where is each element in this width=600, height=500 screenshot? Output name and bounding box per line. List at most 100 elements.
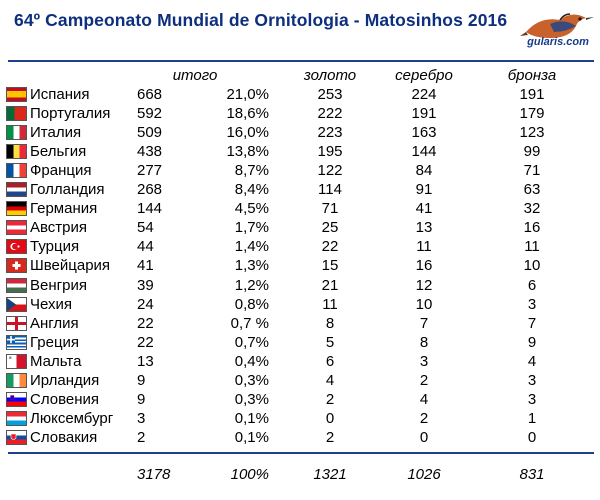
- bronze-value: 123: [519, 124, 545, 142]
- gold-value: 223: [317, 124, 343, 142]
- silver-value: 4: [419, 390, 429, 408]
- bronze-value: 9: [527, 333, 537, 351]
- country-name: Турция: [30, 238, 80, 256]
- header-silver: серебро: [395, 67, 453, 84]
- country-name: Словения: [30, 390, 100, 408]
- total-value: 9: [137, 371, 146, 389]
- total-value: 277: [137, 162, 163, 180]
- country-name: Англия: [30, 314, 79, 332]
- percent-value: 13,8%: [226, 143, 269, 161]
- gold-value: 25: [321, 219, 339, 237]
- silver-value: 10: [415, 295, 433, 313]
- bronze-value: 11: [524, 238, 540, 256]
- total-value: 13: [137, 352, 154, 370]
- total-value: 438: [137, 143, 163, 161]
- country-name: Португалия: [30, 105, 111, 123]
- belgium-flag-icon: [6, 144, 27, 160]
- bronze-value: 63: [523, 181, 541, 199]
- table-row: Словения 9 0,3% 2 4 3: [0, 390, 600, 409]
- bronze-value: 7: [527, 314, 537, 332]
- logo-text: gularis.com: [527, 36, 589, 48]
- country-name: Франция: [30, 162, 92, 180]
- country-name: Испания: [30, 86, 90, 103]
- page-title: 64º Campeonato Mundial de Ornitologia - …: [14, 10, 508, 30]
- percent-value: 0,3%: [234, 371, 269, 389]
- table-row: Люксембург 3 0,1% 0 2 1: [0, 409, 600, 428]
- bottom-rule: [8, 452, 594, 454]
- silver-value: 191: [411, 105, 437, 123]
- gold-value: 2: [325, 428, 335, 446]
- country-name: Словакия: [30, 428, 98, 446]
- gold-value: 5: [325, 333, 335, 351]
- gold-value: 15: [321, 257, 339, 275]
- gold-value: 2: [325, 390, 335, 408]
- switzerland-flag-icon: [6, 258, 27, 274]
- percent-value: 8,7%: [234, 162, 269, 180]
- gold-value: 11: [322, 295, 338, 313]
- country-name: Австрия: [30, 219, 88, 237]
- total-value: 3: [137, 409, 146, 427]
- header-total: итого: [172, 67, 218, 84]
- austria-flag-icon: [6, 220, 27, 236]
- total-value: 54: [137, 219, 154, 237]
- slovenia-flag-icon: [6, 391, 27, 407]
- hungary-flag-icon: [6, 277, 27, 293]
- total-value: 592: [137, 105, 163, 123]
- bronze-value: 99: [523, 143, 541, 161]
- gold-value: 114: [318, 181, 342, 199]
- bronze-value: 4: [527, 352, 537, 370]
- country-name: Швейцария: [30, 257, 111, 275]
- totals-gold: 1321: [313, 466, 347, 483]
- slovakia-flag-icon: [6, 429, 27, 445]
- gold-value: 71: [321, 200, 339, 218]
- italy-flag-icon: [6, 125, 27, 141]
- total-value: 668: [137, 86, 163, 103]
- gold-value: 22: [321, 238, 339, 256]
- percent-value: 0,8%: [234, 295, 269, 313]
- gold-value: 8: [325, 314, 335, 332]
- spain-flag-icon: [6, 87, 27, 102]
- bronze-value: 0: [527, 428, 537, 446]
- silver-value: 224: [411, 86, 437, 103]
- country-name: Германия: [30, 200, 98, 218]
- table-row: Австрия 54 1,7% 25 13 16: [0, 218, 600, 237]
- bird-logo-icon: [520, 13, 594, 38]
- silver-value: 12: [415, 276, 433, 294]
- bronze-value: 3: [527, 371, 537, 389]
- greece-flag-icon: [6, 334, 27, 350]
- percent-value: 0,1%: [234, 409, 269, 427]
- top-rule: [8, 60, 594, 62]
- country-name: Люксембург: [30, 409, 114, 427]
- percent-value: 8,4%: [234, 181, 269, 199]
- silver-value: 8: [419, 333, 429, 351]
- table-row: Португалия 592 18,6% 222 191 179: [0, 104, 600, 123]
- silver-value: 41: [415, 200, 433, 218]
- table-row: Голландия 268 8,4% 114 91 63: [0, 180, 600, 199]
- total-value: 22: [137, 314, 154, 332]
- gold-value: 122: [317, 162, 343, 180]
- gold-value: 6: [325, 352, 335, 370]
- silver-value: 16: [415, 257, 433, 275]
- table-row: Чехия 24 0,8% 11 10 3: [0, 295, 600, 314]
- table-row: Ирландия 9 0,3% 4 2 3: [0, 371, 600, 390]
- total-value: 268: [137, 181, 163, 199]
- netherlands-flag-icon: [6, 182, 27, 198]
- bronze-value: 191: [519, 86, 545, 103]
- country-name: Италия: [30, 124, 82, 142]
- percent-value: 1,4%: [234, 238, 269, 256]
- silver-value: 11: [416, 238, 432, 256]
- percent-value: 1,2%: [234, 276, 269, 294]
- luxembourg-flag-icon: [6, 410, 27, 426]
- silver-value: 13: [415, 219, 433, 237]
- gold-value: 195: [317, 143, 343, 161]
- header-bronze: бронза: [507, 67, 557, 84]
- percent-value: 18,6%: [226, 105, 269, 123]
- total-value: 39: [137, 276, 154, 294]
- percent-value: 21,0%: [226, 86, 269, 103]
- percent-value: 0,7%: [234, 333, 269, 351]
- gold-value: 0: [325, 409, 335, 427]
- table-row: Италия 509 16,0% 223 163 123: [0, 123, 600, 142]
- percent-value: 1,7%: [234, 219, 269, 237]
- percent-value: 0,3%: [234, 390, 269, 408]
- bronze-value: 179: [519, 105, 545, 123]
